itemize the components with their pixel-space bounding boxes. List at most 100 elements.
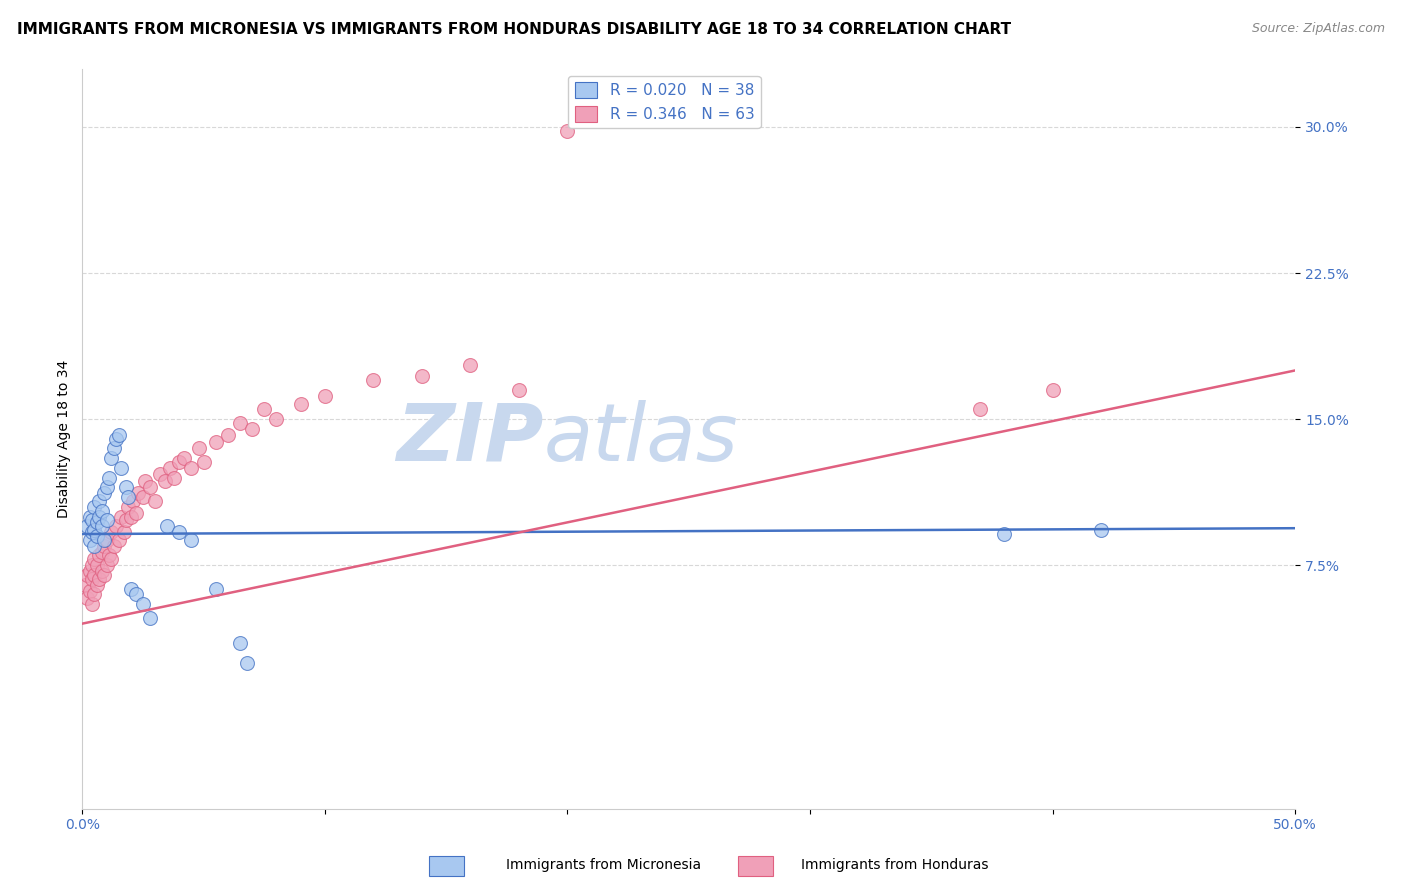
- Point: [124, 506, 146, 520]
- Point: [266, 412, 288, 426]
- Point: [120, 509, 142, 524]
- Point: [100, 552, 122, 566]
- Point: [229, 416, 252, 430]
- Point: [411, 369, 433, 384]
- Point: [229, 636, 252, 650]
- Point: [86, 558, 108, 573]
- Point: [127, 486, 149, 500]
- Point: [103, 539, 125, 553]
- Point: [89, 572, 111, 586]
- Point: [96, 533, 118, 547]
- Point: [134, 475, 156, 489]
- Point: [156, 519, 179, 533]
- Point: [122, 494, 145, 508]
- Point: [117, 500, 139, 514]
- Point: [100, 451, 122, 466]
- Point: [236, 656, 259, 670]
- Point: [83, 500, 105, 514]
- Point: [363, 373, 385, 387]
- Text: ZIP: ZIP: [396, 400, 543, 477]
- Point: [173, 451, 195, 466]
- Point: [290, 396, 312, 410]
- Text: Immigrants from Micronesia: Immigrants from Micronesia: [506, 858, 702, 872]
- Point: [314, 389, 336, 403]
- Point: [117, 490, 139, 504]
- Point: [169, 455, 191, 469]
- Point: [139, 611, 162, 625]
- Point: [90, 564, 112, 578]
- Point: [93, 568, 115, 582]
- Point: [105, 519, 128, 533]
- Point: [89, 549, 111, 563]
- Point: [98, 470, 121, 484]
- Point: [89, 494, 111, 508]
- Point: [89, 509, 111, 524]
- Point: [80, 597, 103, 611]
- Point: [90, 544, 112, 558]
- Point: [76, 519, 98, 533]
- Point: [80, 558, 103, 573]
- Point: [143, 494, 166, 508]
- Point: [105, 432, 128, 446]
- Point: [217, 427, 239, 442]
- Point: [969, 402, 991, 417]
- Point: [1090, 523, 1112, 537]
- Point: [96, 558, 118, 573]
- Point: [79, 583, 101, 598]
- Point: [80, 513, 103, 527]
- Point: [83, 568, 105, 582]
- Point: [80, 525, 103, 540]
- Point: [93, 486, 115, 500]
- Point: [1042, 383, 1064, 397]
- Point: [76, 591, 98, 606]
- Point: [132, 597, 155, 611]
- Point: [139, 480, 162, 494]
- Point: [110, 460, 132, 475]
- Y-axis label: Disability Age 18 to 34: Disability Age 18 to 34: [58, 359, 72, 517]
- Point: [240, 422, 263, 436]
- Point: [79, 564, 101, 578]
- Point: [96, 480, 118, 494]
- Point: [193, 455, 215, 469]
- Point: [112, 525, 135, 540]
- Point: [508, 383, 530, 397]
- Point: [103, 442, 125, 456]
- Text: Source: ZipAtlas.com: Source: ZipAtlas.com: [1251, 22, 1385, 36]
- Point: [204, 582, 226, 596]
- Point: [993, 527, 1015, 541]
- Point: [110, 509, 132, 524]
- Point: [90, 503, 112, 517]
- Point: [149, 467, 172, 481]
- Point: [180, 460, 202, 475]
- Point: [115, 480, 138, 494]
- Point: [83, 587, 105, 601]
- Text: Immigrants from Honduras: Immigrants from Honduras: [801, 858, 988, 872]
- Point: [79, 533, 101, 547]
- Point: [124, 587, 146, 601]
- Point: [169, 525, 191, 540]
- Point: [107, 533, 129, 547]
- Point: [132, 490, 155, 504]
- Legend: R = 0.020   N = 38, R = 0.346   N = 63: R = 0.020 N = 38, R = 0.346 N = 63: [568, 76, 761, 128]
- Point: [107, 427, 129, 442]
- Point: [80, 572, 103, 586]
- Point: [96, 513, 118, 527]
- Point: [86, 529, 108, 543]
- Point: [153, 475, 176, 489]
- Point: [79, 509, 101, 524]
- Point: [100, 525, 122, 540]
- Point: [253, 402, 276, 417]
- Point: [115, 513, 138, 527]
- Text: atlas: atlas: [543, 400, 738, 477]
- Point: [83, 523, 105, 537]
- Point: [180, 533, 202, 547]
- Point: [120, 582, 142, 596]
- Point: [93, 539, 115, 553]
- Point: [93, 533, 115, 547]
- Point: [73, 577, 96, 591]
- Point: [76, 568, 98, 582]
- Point: [187, 442, 209, 456]
- Point: [86, 516, 108, 530]
- Point: [83, 539, 105, 553]
- Text: IMMIGRANTS FROM MICRONESIA VS IMMIGRANTS FROM HONDURAS DISABILITY AGE 18 TO 34 C: IMMIGRANTS FROM MICRONESIA VS IMMIGRANTS…: [17, 22, 1011, 37]
